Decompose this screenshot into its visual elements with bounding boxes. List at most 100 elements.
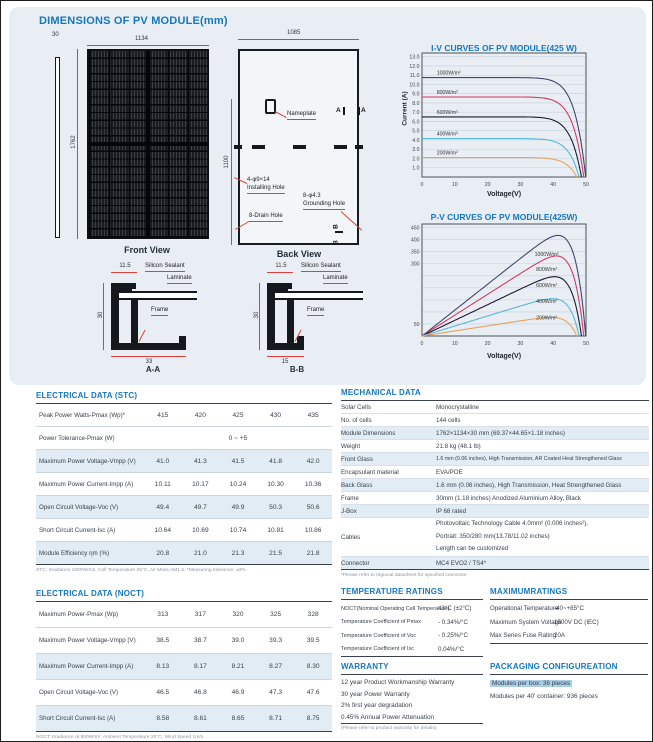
- row-value: 43°C (±2°C): [438, 605, 472, 613]
- stc-title-rule: [36, 403, 332, 404]
- row-label: Maximum Power-Pmax (Wp): [39, 611, 119, 618]
- row-label: Temperature Coefficient of Isc: [341, 646, 414, 653]
- list-item-text: 0.45% Annual Power Attenuation: [341, 713, 435, 721]
- noct-table: Maximum Power-Pmax (Wp) 313 317 320 325 328 Ma…: [36, 602, 332, 732]
- bb-frame-label: Frame: [307, 307, 325, 316]
- cell-value: 430: [270, 411, 282, 419]
- svg-text:400W/m²: 400W/m²: [437, 132, 458, 138]
- row-label: Short Circuit Current-Isc (A): [39, 715, 116, 722]
- cell-value: 47.6: [306, 689, 320, 696]
- svg-text:9.0: 9.0: [412, 92, 419, 98]
- table-row: Maximum Power Current-Impp (A) 8.13 8.17 8.…: [36, 654, 332, 680]
- section-a-cutline-right: [358, 107, 360, 115]
- aa-laminate-shape: [119, 291, 197, 300]
- cell-value: 47.3: [269, 689, 283, 696]
- cell-value: 10.69: [192, 526, 209, 534]
- maximum-table: Operational Temperature -40~+85°C Maximum …: [490, 602, 648, 643]
- row-label: Encapsulant material: [341, 468, 399, 476]
- svg-text:2.0: 2.0: [412, 156, 419, 162]
- svg-text:10: 10: [452, 182, 458, 188]
- row-value: 21.8 kg (48.1 lb): [436, 442, 481, 450]
- svg-text:13.0: 13.0: [409, 55, 419, 61]
- cell-value: 50.3: [269, 503, 283, 511]
- installing-hole-label-2: Installing Hole: [247, 185, 285, 194]
- section-b-marker-top: B: [332, 224, 340, 229]
- aa-sealant-label: Silicon Sealant: [145, 263, 185, 272]
- svg-text:1000W/m²: 1000W/m²: [535, 252, 559, 258]
- stc-table: Peak Power Watts-Pmax (Wp)* 415 420 425 430 4…: [36, 404, 332, 565]
- row-value: - 0.34%/°C: [438, 618, 468, 626]
- svg-text:0: 0: [421, 182, 424, 188]
- cell-value: 41.5: [231, 457, 245, 465]
- section-a-marker-right: A: [361, 107, 366, 114]
- table-row: Module Efficiency ηm (%) 20.8 21.0 21.3 21.5…: [36, 542, 332, 565]
- row-value: Monocrystalline: [436, 403, 479, 411]
- table-row: Maximum Power-Pmax (Wp) 313 317 320 325 328: [36, 602, 332, 628]
- list-item-text: Modules per box: 36 pieces: [490, 680, 573, 687]
- table-row: Short Circuit Current-Isc (A) 10.64 10.69 1…: [36, 519, 332, 542]
- mounting-slot: [293, 145, 306, 149]
- row-value: - 0.25%/°C: [438, 632, 468, 640]
- warranty-section: WARRANTY 12 year Product Workmanship War…: [341, 662, 483, 731]
- row-value: 1.6 mm (0.06 inches), High Transmission,…: [436, 481, 622, 489]
- svg-text:10: 10: [452, 341, 458, 347]
- list-item: 0.45% Annual Power Attenuation: [341, 712, 483, 724]
- list-item: Modules per 40' container: 936 pieces: [490, 690, 648, 703]
- svg-text:200W/m²: 200W/m²: [437, 151, 458, 157]
- bb-frame-web: [287, 300, 294, 343]
- row-value: EVA/POE: [436, 468, 463, 476]
- svg-text:600W/m²: 600W/m²: [536, 283, 557, 289]
- row-value: 1762×1134×30 mm (69.37×44.65×1.18 inches…: [436, 429, 565, 437]
- packaging-title-rule: [490, 674, 648, 675]
- cell-value: 39.3: [269, 637, 283, 644]
- bb-bottomwidth-dim: 15: [281, 359, 289, 365]
- cell-value: 20.8: [156, 549, 170, 557]
- noct-footnote: NOCT: Irradiance at 800W/m², Ambient Tem…: [36, 735, 205, 740]
- cell-value: 10.30: [267, 480, 284, 488]
- list-item-text: 12 year Product Workmanship Warranty: [341, 679, 455, 687]
- cell-value: 46.5: [156, 689, 170, 696]
- table-row: Peak Power Watts-Pmax (Wp)* 415 420 425 430 4…: [36, 404, 332, 427]
- aa-bottomwidth-dimline: [111, 356, 186, 357]
- table-row: Operational Temperature -40~+85°C: [490, 602, 648, 616]
- cell-value: 8.61: [193, 715, 207, 722]
- table-row: Weight 21.8 kg (48.1 lb): [341, 440, 649, 453]
- cell-value: 46.9: [231, 689, 245, 696]
- cell-value: 8.58: [156, 715, 170, 722]
- pv-curves-chart: 450 400 350 300 50 0 10 20 30 40 50 1000W/m² 800W/m²…: [411, 223, 589, 347]
- svg-text:50: 50: [583, 341, 589, 347]
- row-label: Short Circuit Current-Isc (A): [39, 526, 116, 534]
- svg-text:400W/m²: 400W/m²: [536, 299, 557, 305]
- row-label: Maximum Power Voltage-Vmpp (V): [39, 457, 136, 465]
- svg-text:600W/m²: 600W/m²: [437, 110, 458, 116]
- table-row: Open Circuit Voltage-Voc (V) 49.4 49.7 49.9…: [36, 496, 332, 519]
- cell-value: 8.27: [269, 663, 283, 670]
- stc-title: ELECTRICAL DATA (STC): [36, 391, 138, 400]
- front-view-module: [87, 49, 209, 239]
- cell-value: 41.0: [156, 457, 170, 465]
- cell-value: 10.81: [267, 526, 284, 534]
- front-thickness-dim: 30: [52, 32, 59, 38]
- table-row: Temperature Coefficient of Pmax - 0.34%/°…: [341, 616, 483, 630]
- row-label: Temperature Coefficient of Pmax: [341, 619, 421, 626]
- row-value: 144 cells: [436, 416, 461, 424]
- warranty-list: 12 year Product Workmanship Warranty 30 y…: [341, 677, 483, 723]
- row-label: Module Efficiency ηm (%): [39, 549, 110, 557]
- cell-value: 8.30: [306, 663, 320, 670]
- aa-topwidth-dim: 11.5: [119, 263, 131, 269]
- drain-hole-label: 8-Drain Hole: [249, 213, 283, 222]
- packaging-title: PACKAGING CONFIGUREATION: [490, 662, 618, 671]
- row-label: Maximum System Voltage: [490, 618, 562, 626]
- temperature-title-rule: [341, 599, 483, 600]
- section-b-marker-bottom: B: [332, 240, 340, 245]
- row-label: Maximum Power Voltage-Vmpp (V): [39, 637, 136, 644]
- table-row: Short Circuit Current-Isc (A) 8.58 8.61 8.6…: [36, 706, 332, 732]
- installing-hole-label-1: 4-φ9×14: [247, 177, 270, 183]
- warranty-title: WARRANTY: [341, 662, 389, 671]
- back-width-dim: 1085: [287, 30, 301, 36]
- aa-frame-web: [131, 300, 138, 343]
- svg-text:0: 0: [421, 341, 424, 347]
- bb-frame-wall: [267, 283, 275, 349]
- row-label: J-Box: [341, 507, 357, 515]
